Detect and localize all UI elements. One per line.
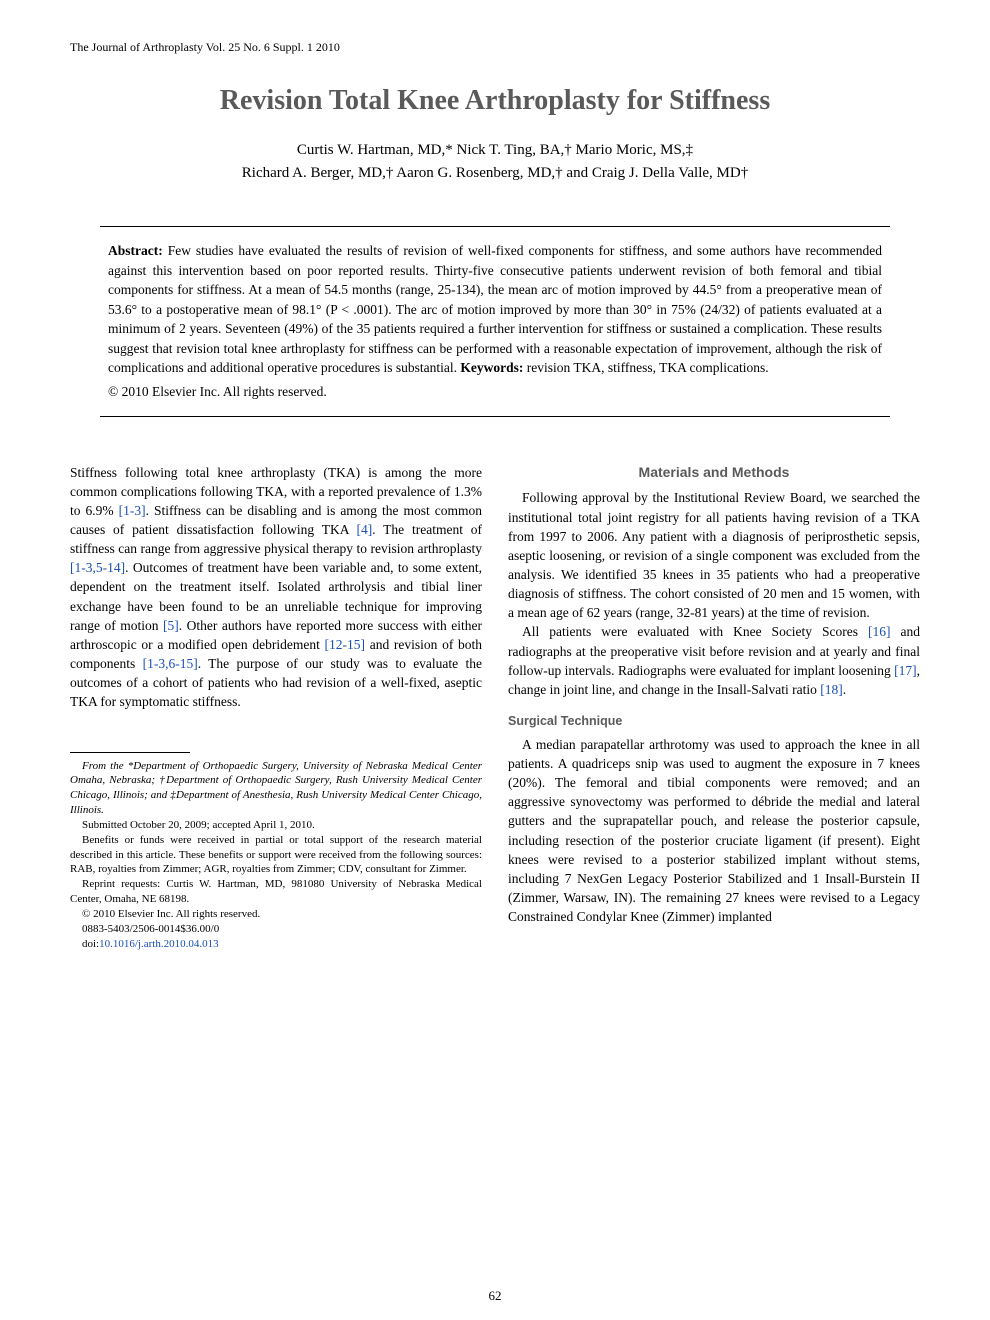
- section-heading-methods: Materials and Methods: [508, 463, 920, 483]
- left-column: Stiffness following total knee arthropla…: [70, 463, 482, 952]
- methods-p3: A median parapatellar arthrotomy was use…: [508, 735, 920, 927]
- citation[interactable]: [1-3,6-15]: [143, 656, 198, 671]
- citation[interactable]: [4]: [357, 522, 373, 537]
- abstract-box: Abstract: Few studies have evaluated the…: [100, 226, 890, 417]
- running-head: The Journal of Arthroplasty Vol. 25 No. …: [70, 40, 920, 55]
- authors-line-2: Richard A. Berger, MD,† Aaron G. Rosenbe…: [70, 162, 920, 185]
- citation[interactable]: [1-3]: [119, 503, 146, 518]
- authors-line-1: Curtis W. Hartman, MD,* Nick T. Ting, BA…: [70, 139, 920, 162]
- doi-link[interactable]: 10.1016/j.arth.2010.04.013: [99, 938, 218, 950]
- copyright-line: © 2010 Elsevier Inc. All rights reserved…: [70, 907, 482, 922]
- methods-text: .: [843, 682, 846, 697]
- submitted-line: Submitted October 20, 2009; accepted Apr…: [70, 818, 482, 833]
- author-block: Curtis W. Hartman, MD,* Nick T. Ting, BA…: [70, 139, 920, 184]
- affiliations: From the *Department of Orthopaedic Surg…: [70, 759, 482, 818]
- abstract-label: Abstract:: [108, 243, 163, 258]
- citation[interactable]: [12-15]: [325, 637, 366, 652]
- footnote-rule: [70, 752, 190, 753]
- doi-label: doi:: [82, 938, 99, 950]
- methods-p2: All patients were evaluated with Knee So…: [508, 622, 920, 699]
- citation[interactable]: [18]: [820, 682, 843, 697]
- benefits-line: Benefits or funds were received in parti…: [70, 833, 482, 878]
- abstract-text: Few studies have evaluated the results o…: [108, 243, 882, 375]
- keywords-label: Keywords:: [460, 360, 523, 375]
- article-title: Revision Total Knee Arthroplasty for Sti…: [70, 85, 920, 117]
- citation[interactable]: [1-3,5-14]: [70, 560, 125, 575]
- page-number: 62: [489, 1288, 502, 1304]
- citation[interactable]: [17]: [894, 663, 917, 678]
- abstract-copyright: © 2010 Elsevier Inc. All rights reserved…: [108, 382, 882, 402]
- footnotes-block: From the *Department of Orthopaedic Surg…: [70, 759, 482, 952]
- intro-paragraph: Stiffness following total knee arthropla…: [70, 463, 482, 712]
- issn-line: 0883-5403/2506-0014$36.00/0: [70, 922, 482, 937]
- methods-text: All patients were evaluated with Knee So…: [522, 624, 868, 639]
- keywords-text: revision TKA, stiffness, TKA complicatio…: [523, 360, 768, 375]
- two-column-body: Stiffness following total knee arthropla…: [70, 463, 920, 952]
- citation[interactable]: [5]: [163, 618, 179, 633]
- citation[interactable]: [16]: [868, 624, 891, 639]
- methods-p1: Following approval by the Institutional …: [508, 488, 920, 622]
- subheading-surgical: Surgical Technique: [508, 713, 920, 731]
- doi-line: doi:10.1016/j.arth.2010.04.013: [70, 937, 482, 952]
- right-column: Materials and Methods Following approval…: [508, 463, 920, 952]
- reprint-line: Reprint requests: Curtis W. Hartman, MD,…: [70, 877, 482, 907]
